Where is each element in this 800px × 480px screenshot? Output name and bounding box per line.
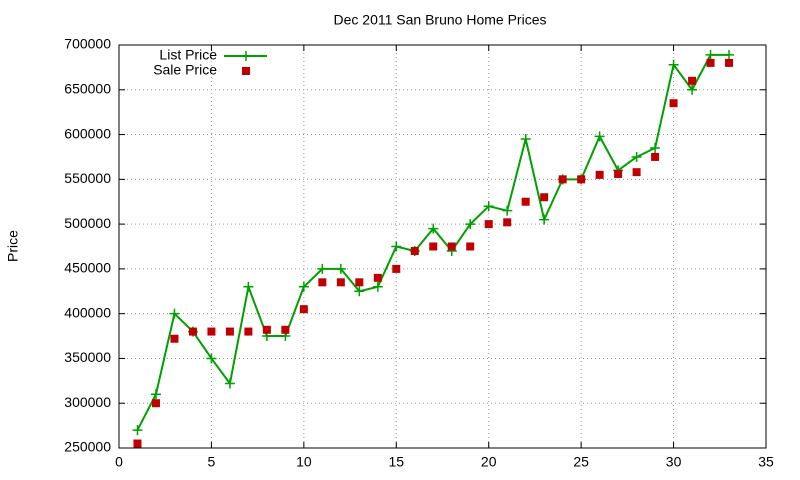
point [614,169,623,178]
point [132,425,143,436]
y-tick-label: 450000 [64,260,111,276]
point [133,439,142,448]
point [484,220,493,229]
point [539,214,550,225]
y-tick-label: 650000 [64,80,111,96]
x-tick-label: 5 [208,454,216,470]
y-tick-label: 550000 [64,170,111,186]
point [317,263,328,274]
y-tick-label: 500000 [64,215,111,231]
point [520,134,531,145]
point [540,193,549,202]
y-axis-label: Price [5,230,21,262]
point [335,263,346,274]
point [595,170,604,179]
point [502,205,513,216]
point [372,281,383,292]
y-tick-label: 350000 [64,349,111,365]
point [243,281,254,292]
point [410,246,419,255]
legend-label: List Price [159,47,217,63]
y-tick-label: 700000 [64,36,111,52]
y-tick-label: 400000 [64,304,111,320]
x-tick-label: 0 [115,454,123,470]
point [705,49,716,60]
point [206,353,217,364]
point [577,175,586,184]
point [668,59,679,70]
point [465,219,476,230]
point [391,241,402,252]
chart-title: Dec 2011 San Bruno Home Prices [334,12,547,28]
point [169,308,180,319]
point [466,242,475,251]
point [170,334,179,343]
point [299,305,308,314]
point [207,327,216,336]
legend-swatch [241,51,251,61]
point [151,399,160,408]
point [392,264,401,273]
point [631,151,642,162]
point [651,152,660,161]
point [355,278,364,287]
y-tick-label: 300000 [64,394,111,410]
point [632,168,641,177]
point [521,197,530,206]
point [188,327,197,336]
point [483,201,494,212]
point [558,175,567,184]
point [354,286,365,297]
point [669,99,678,108]
point [687,84,698,95]
point [224,378,235,389]
series-line [136,53,730,431]
point [706,58,715,67]
y-tick-label: 600000 [64,125,111,141]
point [281,325,290,334]
point [429,242,438,251]
x-tick-label: 30 [666,454,682,470]
point [594,131,605,142]
point [373,273,382,282]
y-tick-label: 250000 [64,439,111,455]
point [428,223,439,234]
point [688,76,697,85]
x-tick-label: 20 [481,454,497,470]
point [262,325,271,334]
point [150,389,161,400]
point [298,281,309,292]
point [318,278,327,287]
x-tick-label: 25 [573,454,589,470]
point [650,142,661,153]
plot-border [118,44,767,449]
x-tick-label: 10 [296,454,312,470]
legend-label: Sale Price [153,62,217,78]
point [725,58,734,67]
x-tick-label: 15 [388,454,404,470]
x-tick-label: 35 [758,454,774,470]
legend-swatch [242,67,250,75]
point [447,242,456,251]
point [724,49,735,60]
point [225,327,234,336]
point [244,327,253,336]
point [336,278,345,287]
point [503,218,512,227]
